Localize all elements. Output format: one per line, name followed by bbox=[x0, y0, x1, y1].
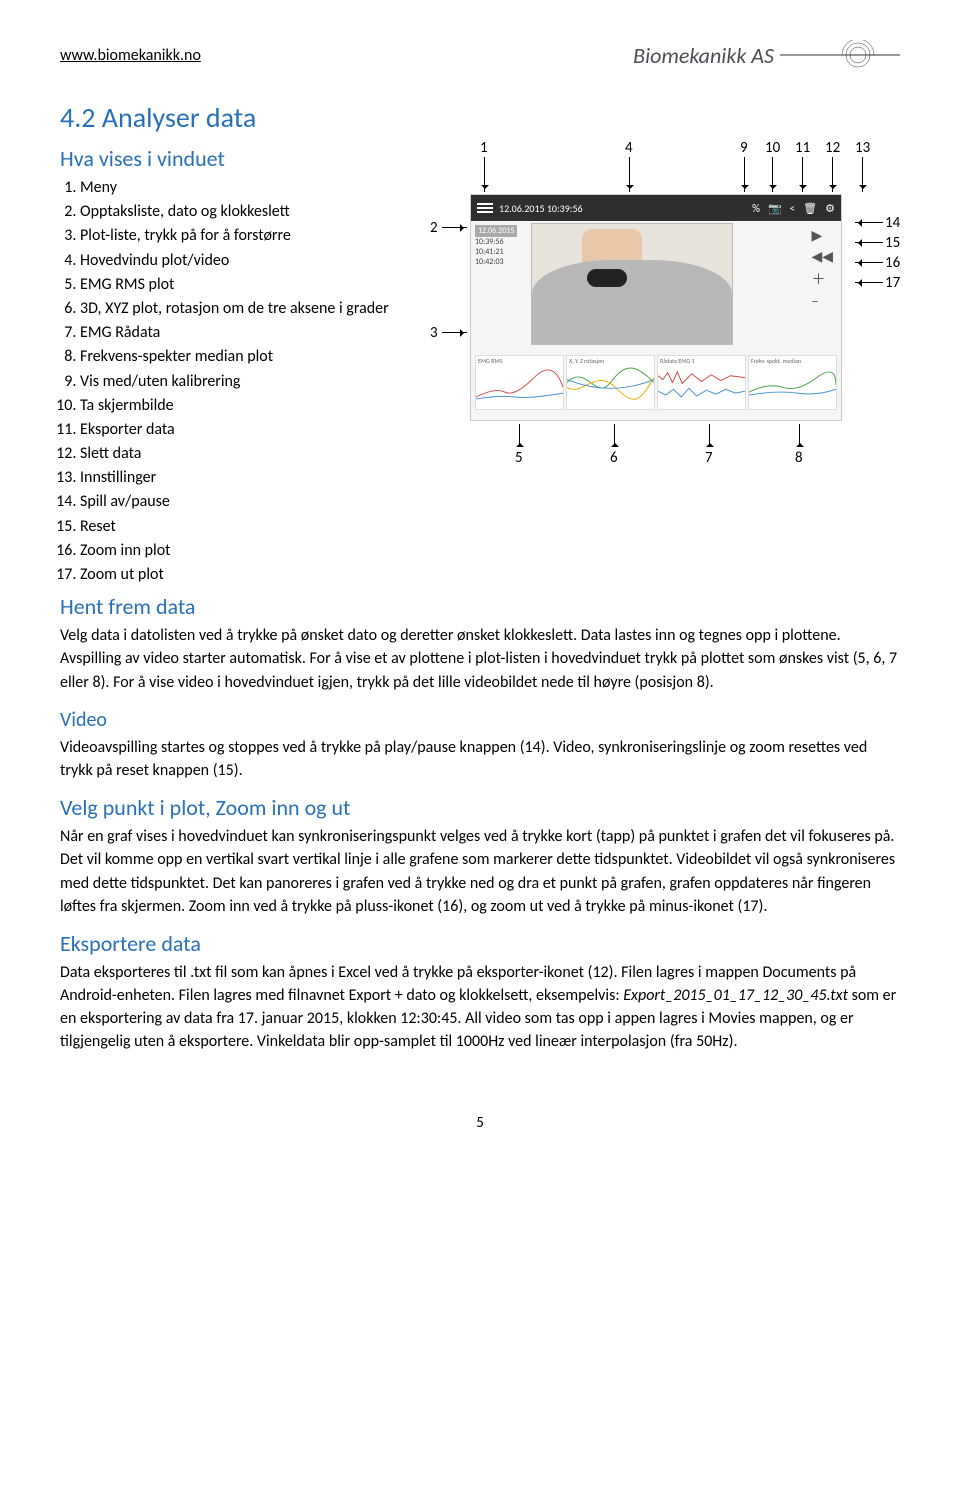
callout-8: 8 bbox=[795, 449, 803, 467]
topbar-timestamp: 12.06.2015 10:39:56 bbox=[499, 202, 583, 215]
trash-icon: 🗑 bbox=[803, 202, 817, 215]
mini-plot: X, Y, Z rotasjon bbox=[566, 355, 655, 410]
list-item: Vis med/uten kalibrering bbox=[80, 370, 390, 393]
subsection-hent: Hent frem data bbox=[60, 593, 900, 620]
callout-2: 2 bbox=[430, 219, 438, 237]
list-item: Frekvens-spekter median plot bbox=[80, 345, 390, 368]
list-item: Slett data bbox=[80, 442, 390, 465]
callout-14: 14 bbox=[885, 214, 900, 232]
annotated-screenshot: 1 4 9 10 11 12 13 2 3 14 15 16 17 bbox=[410, 139, 910, 479]
paragraph-hent: Velg data i datolisten ved å trykke på ø… bbox=[60, 624, 900, 694]
mini-plot: Frekv. spekt. median bbox=[748, 355, 837, 410]
paragraph-video: Videoavspilling startes og stoppes ved å… bbox=[60, 736, 900, 782]
camera-icon: 📷 bbox=[768, 202, 782, 215]
subsection-zoom: Velg punkt i plot, Zoom inn og ut bbox=[60, 794, 900, 821]
callout-1: 1 bbox=[480, 139, 488, 157]
company-name: Biomekanikk AS bbox=[633, 42, 774, 69]
callout-15: 15 bbox=[885, 234, 900, 252]
list-item: Ta skjermbilde bbox=[80, 394, 390, 417]
section-heading: 4.2 Analyser data bbox=[60, 100, 900, 135]
callout-7: 7 bbox=[705, 449, 713, 467]
percent-icon: % bbox=[752, 202, 760, 215]
callout-5: 5 bbox=[515, 449, 523, 467]
list-item: Innstillinger bbox=[80, 466, 390, 489]
plus-icon: ＋ bbox=[811, 269, 833, 289]
callout-9: 9 bbox=[740, 139, 748, 157]
page-number: 5 bbox=[60, 1114, 900, 1132]
mini-plot: Rådata EMG 1 bbox=[657, 355, 746, 410]
site-url: www.biomekanikk.no bbox=[60, 46, 201, 65]
menu-icon bbox=[477, 207, 493, 209]
app-screenshot: 12.06.2015 10:39:56 % 📷 < 🗑 ⚙ 12.06.2015… bbox=[470, 194, 842, 421]
subsection-export: Eksportere data bbox=[60, 930, 900, 957]
list-item: EMG Rådata bbox=[80, 321, 390, 344]
video-preview bbox=[531, 223, 733, 345]
callout-10: 10 bbox=[765, 139, 780, 157]
list-item: Zoom ut plot bbox=[80, 563, 390, 586]
share-icon: < bbox=[790, 202, 795, 215]
callout-12: 12 bbox=[825, 139, 840, 157]
subsection-window: Hva vises i vinduet bbox=[60, 145, 390, 172]
list-item: Plot-liste, trykk på for å forstørre bbox=[80, 224, 390, 247]
company-logo: Biomekanikk AS bbox=[633, 40, 900, 70]
callout-3: 3 bbox=[430, 324, 438, 342]
paragraph-export: Data eksporteres til .txt fil som kan åp… bbox=[60, 961, 900, 1054]
callout-6: 6 bbox=[610, 449, 618, 467]
list-item: Zoom inn plot bbox=[80, 539, 390, 562]
gear-icon: ⚙ bbox=[825, 202, 835, 215]
side-controls: ▶ ◀◀ ＋ − bbox=[811, 227, 833, 310]
feature-list: Meny Opptaksliste, dato og klokkeslett P… bbox=[80, 176, 390, 586]
list-item: Hovedvindu plot/video bbox=[80, 249, 390, 272]
callout-4: 4 bbox=[625, 139, 633, 157]
logo-graphic bbox=[780, 40, 900, 70]
minus-icon: − bbox=[811, 293, 833, 310]
list-item: Spill av/pause bbox=[80, 490, 390, 513]
plot-thumbnails: EMG RMS X, Y, Z rotasjon Rådata EMG 1 Fr… bbox=[475, 355, 837, 410]
list-item: 3D, XYZ plot, rotasjon om de tre aksene … bbox=[80, 297, 390, 320]
list-item: Reset bbox=[80, 515, 390, 538]
rewind-icon: ◀◀ bbox=[811, 248, 833, 265]
paragraph-zoom: Når en graf vises i hovedvinduet kan syn… bbox=[60, 825, 900, 918]
play-icon: ▶ bbox=[811, 227, 833, 244]
list-item: Opptaksliste, dato og klokkeslett bbox=[80, 200, 390, 223]
callout-17: 17 bbox=[885, 274, 900, 292]
callout-16: 16 bbox=[885, 254, 900, 272]
callout-13: 13 bbox=[855, 139, 870, 157]
mini-plot: EMG RMS bbox=[475, 355, 564, 410]
date-list: 12.06.2015 10:39:56 10:41:21 10:42:03 bbox=[475, 225, 517, 267]
app-topbar: 12.06.2015 10:39:56 % 📷 < 🗑 ⚙ bbox=[471, 195, 841, 221]
list-item: Eksporter data bbox=[80, 418, 390, 441]
list-item: EMG RMS plot bbox=[80, 273, 390, 296]
subsection-video: Video bbox=[60, 708, 900, 732]
callout-11: 11 bbox=[795, 139, 810, 157]
list-item: Meny bbox=[80, 176, 390, 199]
